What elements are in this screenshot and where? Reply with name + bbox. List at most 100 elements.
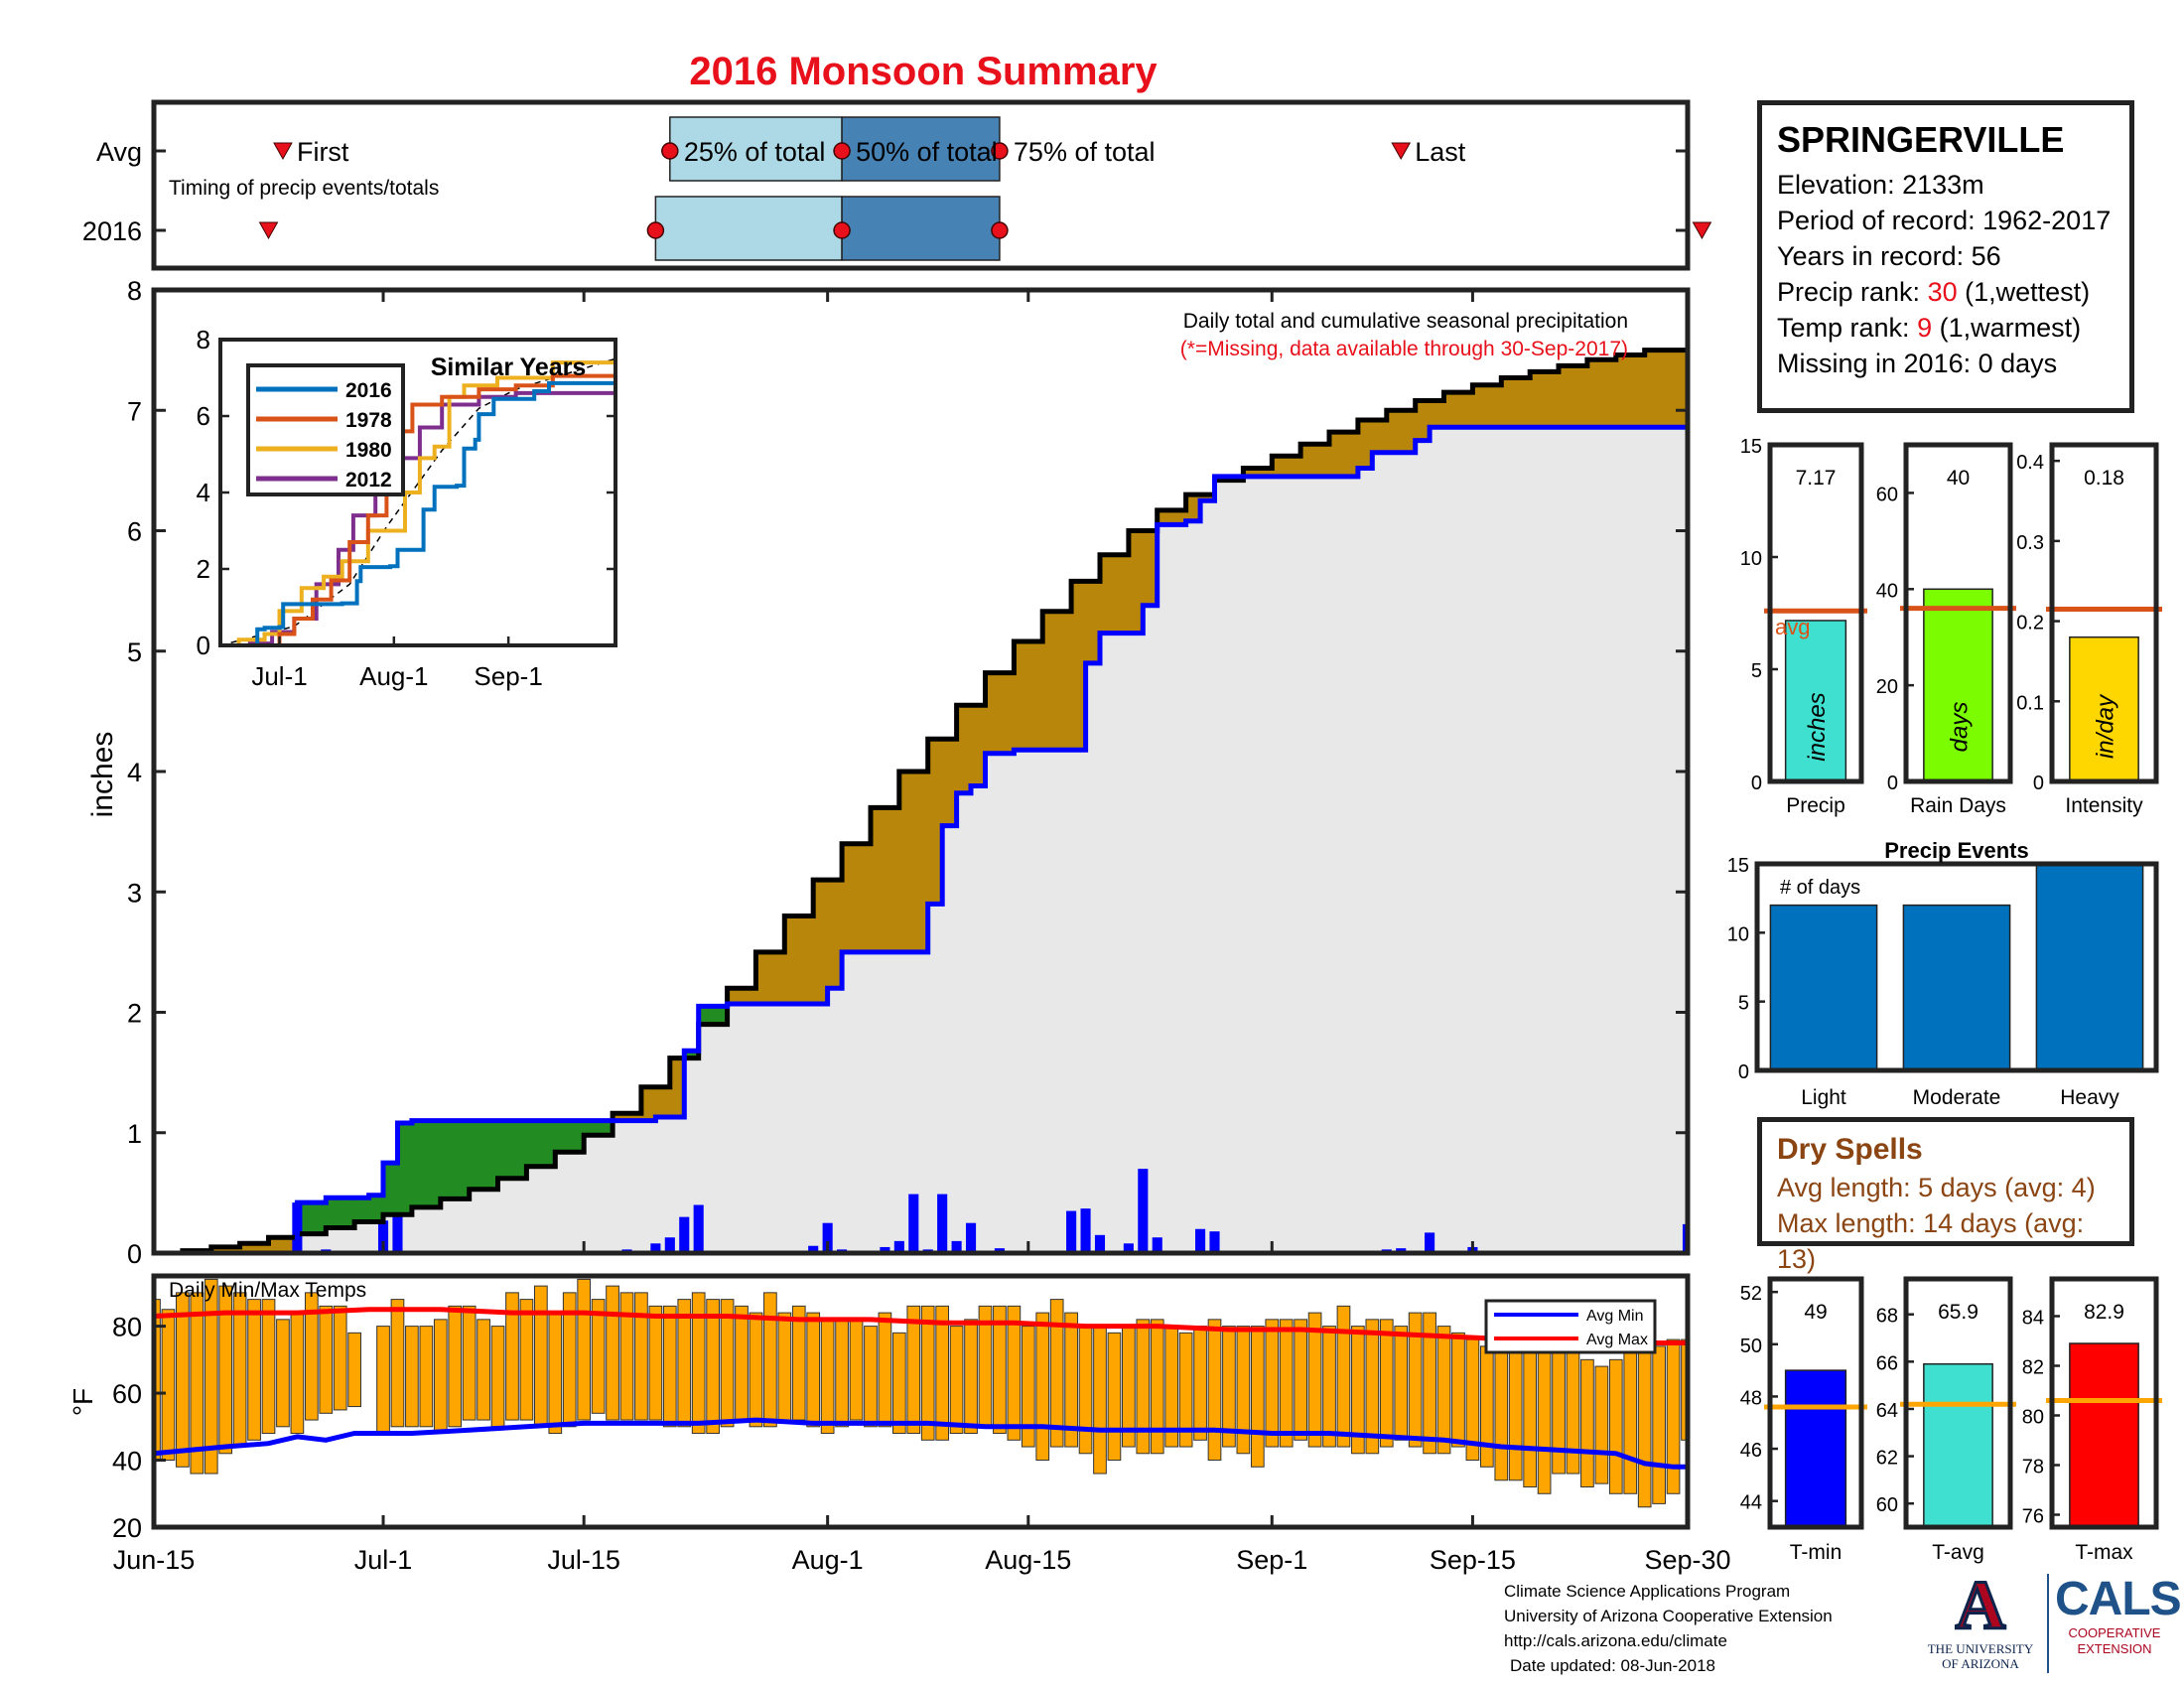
credits-url[interactable]: http://cals.arizona.edu/climate — [1504, 1631, 1727, 1650]
below-curve-fill — [555, 1152, 571, 1253]
below-average-fill — [1071, 581, 1087, 751]
below-curve-fill — [727, 1004, 743, 1253]
main-y-axis-label: inches — [86, 732, 119, 818]
temp-summary-y-tick-label: 62 — [1876, 1448, 1898, 1470]
daily-temp-bar — [849, 1319, 864, 1421]
temp-summary-label: T-avg — [1932, 1541, 1984, 1564]
daily-temp-bar — [1379, 1319, 1394, 1448]
season-y-tick-label: 5 — [1751, 660, 1762, 682]
season-y-tick-label: 10 — [1740, 548, 1762, 570]
below-curve-fill — [340, 1227, 355, 1253]
daily-temp-bar — [806, 1312, 821, 1428]
temp-y-tick-label: 80 — [112, 1313, 142, 1342]
below-curve-fill — [1644, 427, 1660, 1253]
below-curve-fill — [1228, 480, 1244, 1253]
temp-summary-y-tick-label: 76 — [2022, 1506, 2044, 1528]
below-curve-fill — [440, 1198, 456, 1253]
daily-temp-bar — [1279, 1319, 1294, 1448]
daily-temp-bar — [376, 1326, 390, 1435]
below-curve-fill — [698, 1024, 714, 1253]
q25-label: 25% of total — [684, 137, 826, 167]
below-curve-fill — [613, 1120, 627, 1253]
first-label: First — [297, 137, 349, 167]
daily-temp-bar — [691, 1292, 706, 1435]
below-average-fill — [956, 705, 972, 793]
daily-temp-bar — [1637, 1332, 1652, 1508]
daily-temp-bar — [405, 1326, 419, 1428]
daily-temp-bar — [154, 1299, 161, 1462]
main-annotation-note: (*=Missing, data available through 30-Se… — [1180, 338, 1628, 360]
temp-y-tick-label: 60 — [112, 1379, 142, 1409]
daily-temp-bar — [1666, 1338, 1681, 1494]
temp-summary-frame — [1903, 1276, 2013, 1530]
daily-precip-bar — [1682, 1223, 1688, 1253]
below-curve-fill — [640, 1120, 656, 1253]
daily-precip-bar — [880, 1246, 890, 1253]
below-curve-fill — [1572, 427, 1588, 1253]
daily-temp-bar — [1007, 1305, 1022, 1441]
daily-temp-bar — [964, 1319, 978, 1435]
daily-precip-bar — [965, 1222, 977, 1253]
above-average-fill — [354, 1197, 370, 1222]
logo-divider — [2047, 1574, 2049, 1673]
daily-temp-bar — [1207, 1319, 1222, 1462]
below-curve-fill — [1042, 750, 1058, 1253]
daily-temp-bar — [390, 1299, 405, 1428]
below-curve-fill — [1586, 427, 1602, 1253]
precip-event-category-label: Light — [1801, 1086, 1846, 1109]
daily-temp-bar — [1035, 1312, 1050, 1462]
y2016-q25-q50-box — [654, 196, 843, 261]
temp-y-axis-label: °F — [68, 1388, 98, 1416]
below-average-fill — [1486, 384, 1502, 428]
above-average-fill — [598, 1120, 614, 1136]
below-curve-fill — [1214, 480, 1230, 1253]
temp-summary-y-tick-label: 52 — [1740, 1283, 1762, 1305]
temp-x-tick-label: Sep-30 — [1644, 1545, 1730, 1575]
daily-temp-bar — [777, 1312, 792, 1421]
below-average-fill — [268, 1237, 284, 1253]
below-average-fill — [1314, 444, 1330, 477]
below-curve-fill — [1286, 476, 1301, 1253]
ua-logo-letter: A — [1954, 1568, 2007, 1644]
below-average-fill — [1027, 641, 1043, 751]
below-average-fill — [927, 739, 943, 905]
below-average-fill — [769, 951, 785, 1005]
below-curve-fill — [684, 1057, 700, 1253]
daily-temp-bar — [261, 1299, 276, 1435]
daily-precip-bar — [822, 1222, 833, 1253]
temp-summary-y-tick-label: 84 — [2022, 1308, 2044, 1330]
below-curve-fill — [755, 1004, 771, 1253]
y2016-q50-q75-box — [841, 196, 1001, 261]
below-curve-fill — [1530, 427, 1546, 1253]
below-curve-fill — [511, 1178, 527, 1253]
above-average-fill — [483, 1120, 499, 1190]
below-average-fill — [669, 1057, 685, 1117]
below-curve-fill — [411, 1206, 427, 1253]
below-curve-fill — [1143, 605, 1159, 1253]
inset-y-tick-label: 4 — [197, 478, 210, 507]
below-curve-fill — [1314, 476, 1330, 1253]
season-panel-frame — [1767, 442, 1864, 784]
below-curve-fill — [655, 1116, 671, 1253]
season-y-tick-label: 0 — [1887, 773, 1898, 794]
below-average-fill — [742, 988, 756, 1005]
daily-temp-bar — [448, 1305, 463, 1428]
temp-summary-frame — [2049, 1276, 2159, 1530]
below-average-fill — [1501, 377, 1517, 428]
below-average-fill — [898, 772, 914, 952]
avg-q25-q50-box — [669, 116, 843, 182]
below-average-fill — [1143, 530, 1159, 606]
daily-temp-bar — [247, 1299, 261, 1441]
below-curve-fill — [913, 951, 929, 1253]
daily-temp-bar — [1236, 1326, 1251, 1455]
daily-precip-bar — [1425, 1232, 1435, 1253]
below-curve-fill — [1430, 427, 1445, 1253]
daily-temp-bar — [791, 1305, 806, 1421]
inset-x-tick-label: Aug-1 — [359, 661, 428, 691]
dry-spells-panel: Dry Spells Avg length: 5 days (avg: 4) M… — [1757, 1117, 2134, 1274]
daily-precip-bar — [1138, 1169, 1149, 1253]
main-y-tick-label: 6 — [127, 517, 142, 547]
season-y-tick-label: 20 — [1876, 676, 1898, 698]
daily-temp-bar — [648, 1305, 663, 1421]
